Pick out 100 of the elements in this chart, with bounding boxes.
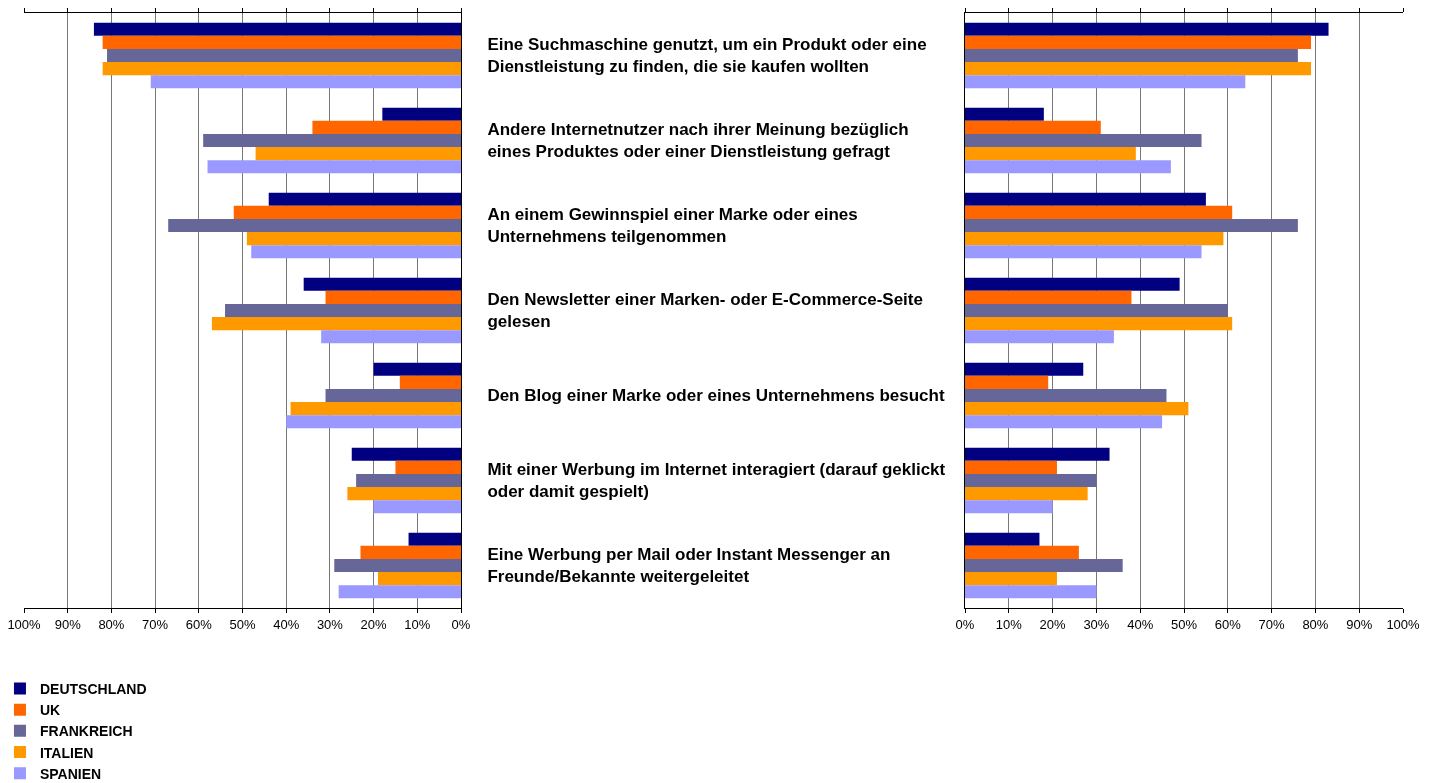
- bar: [965, 447, 1110, 461]
- bar: [965, 160, 1171, 174]
- bar: [408, 532, 461, 546]
- x-tick-label: 0%: [955, 616, 975, 632]
- x-tick-label: 10%: [995, 616, 1023, 632]
- bar: [965, 572, 1057, 586]
- y-tick-label: Eine Werbung per Mail oder Instant Messenger an Freunde/Bekannte weitergeleitet: [487, 545, 891, 587]
- bar: [382, 107, 461, 121]
- bar: [303, 277, 461, 291]
- bar: [373, 362, 461, 376]
- x-tick-label: 100%: [7, 616, 42, 632]
- bar: [965, 147, 1136, 161]
- bar: [102, 62, 461, 76]
- bar: [325, 388, 461, 403]
- bar: [93, 22, 461, 36]
- bar: [965, 107, 1044, 121]
- x-tick-label: 70%: [142, 616, 169, 632]
- bar: [965, 232, 1224, 246]
- bar: [965, 415, 1163, 429]
- bar: [965, 245, 1202, 259]
- bar: [965, 22, 1329, 36]
- bar: [246, 232, 461, 246]
- bar: [373, 500, 461, 514]
- bar: [312, 120, 461, 134]
- bar: [321, 330, 461, 344]
- bar: [965, 48, 1298, 63]
- bar: [150, 75, 461, 89]
- bar: [290, 402, 461, 416]
- bar: [965, 362, 1084, 376]
- bar: [965, 402, 1189, 416]
- bar: [102, 35, 461, 49]
- bar: [965, 303, 1228, 318]
- bar: [965, 277, 1180, 291]
- bar: [965, 192, 1206, 206]
- legend-label: DEUTSCHLAND: [39, 680, 147, 697]
- bar: [965, 75, 1246, 89]
- bar: [207, 160, 461, 174]
- bar: [965, 460, 1057, 474]
- x-tick-label: 10%: [404, 616, 431, 632]
- bar: [965, 35, 1312, 49]
- bar: [338, 585, 461, 599]
- y-tick-label: Eine Suchmaschine genutzt, um ein Produkt oder eine Dienstleistung zu finden, die sie kaufen wollten: [487, 35, 927, 77]
- y-tick-label: Andere Internetnutzer nach ihrer Meinung bezüglich eines Produktes oder einer Dienstleistung gefragt: [487, 120, 909, 162]
- x-tick-label: 100%: [1386, 616, 1421, 632]
- bar: [965, 218, 1298, 233]
- x-tick-label: 80%: [98, 616, 125, 632]
- bar: [965, 120, 1101, 134]
- bar: [168, 218, 461, 233]
- bar: [233, 205, 461, 219]
- x-tick-label: 20%: [360, 616, 388, 632]
- bar: [251, 245, 461, 259]
- x-tick-label: 40%: [1127, 616, 1154, 632]
- x-tick-label: 50%: [1170, 616, 1198, 632]
- bar: [211, 317, 461, 331]
- bar: [965, 317, 1233, 331]
- bar: [965, 558, 1123, 573]
- bar: [268, 192, 461, 206]
- x-tick-label: 50%: [229, 616, 256, 632]
- y-tick-label: Den Newsletter einer Marken- oder E-Commerce-Seite gelesen: [487, 290, 923, 332]
- bar: [360, 545, 461, 559]
- x-tick-label: 0%: [451, 616, 471, 632]
- bar: [377, 572, 461, 586]
- bar: [965, 330, 1114, 344]
- bar: [286, 415, 461, 429]
- x-tick-label: 60%: [1214, 616, 1242, 632]
- bar: [965, 133, 1202, 148]
- bar: [347, 487, 461, 501]
- bar: [255, 147, 461, 161]
- bar: [395, 460, 461, 474]
- bar: [965, 388, 1167, 403]
- x-tick-label: 30%: [1083, 616, 1110, 632]
- y-tick-label: Den Blog einer Marke oder eines Unternehmens besucht: [487, 386, 945, 406]
- bar: [399, 375, 461, 389]
- bar: [965, 585, 1097, 599]
- x-tick-label: 70%: [1258, 616, 1286, 632]
- x-tick-label: 40%: [273, 616, 300, 632]
- bar: [965, 375, 1049, 389]
- bar: [356, 473, 461, 488]
- bar: [965, 290, 1132, 304]
- bar: [225, 303, 461, 318]
- bar: [965, 487, 1088, 501]
- bar: [325, 290, 461, 304]
- bar: [965, 473, 1097, 488]
- x-tick-label: 90%: [1346, 616, 1373, 632]
- x-tick-label: 30%: [316, 616, 344, 632]
- bar: [965, 62, 1312, 76]
- x-tick-label: 60%: [185, 616, 213, 632]
- bar: [334, 558, 461, 573]
- bar: [203, 133, 461, 148]
- bar: [107, 48, 461, 63]
- y-tick-label: Mit einer Werbung im Internet interagiert (darauf geklickt oder damit gespielt): [487, 460, 946, 502]
- x-tick-label: 90%: [54, 616, 82, 632]
- bar: [965, 500, 1053, 514]
- x-tick-label: 20%: [1039, 616, 1067, 632]
- bar: [965, 205, 1233, 219]
- legend-label: FRANKREICH: [39, 723, 133, 740]
- x-tick-label: 80%: [1302, 616, 1329, 632]
- legend-label: UK: [39, 702, 61, 719]
- bar: [351, 447, 461, 461]
- legend-label: SPANIEN: [39, 765, 102, 782]
